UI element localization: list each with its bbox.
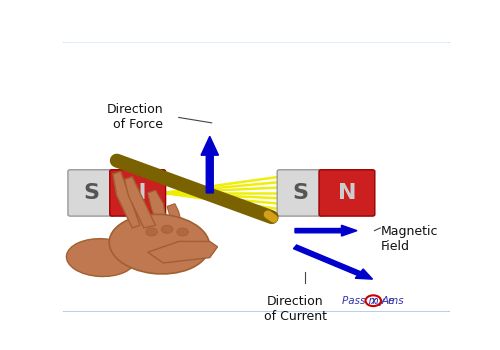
FancyArrow shape — [295, 225, 357, 236]
Text: Direction
of Current: Direction of Current — [264, 295, 326, 323]
Text: Ams: Ams — [382, 296, 404, 306]
Polygon shape — [167, 204, 182, 231]
Text: Pass my e: Pass my e — [342, 296, 394, 306]
Ellipse shape — [109, 214, 210, 274]
Polygon shape — [148, 190, 167, 228]
FancyArrow shape — [294, 245, 372, 279]
Text: S: S — [83, 183, 99, 203]
Text: S: S — [292, 183, 308, 203]
Polygon shape — [124, 177, 156, 228]
Polygon shape — [148, 241, 218, 263]
FancyArrow shape — [201, 136, 218, 193]
Ellipse shape — [66, 239, 136, 276]
FancyBboxPatch shape — [319, 170, 375, 216]
Text: Direction
of Force: Direction of Force — [106, 104, 163, 132]
Text: N: N — [128, 183, 147, 203]
Circle shape — [162, 225, 173, 233]
FancyBboxPatch shape — [68, 170, 114, 216]
Polygon shape — [113, 172, 140, 228]
Text: Magnetic
Field: Magnetic Field — [380, 225, 438, 253]
FancyBboxPatch shape — [110, 170, 166, 216]
Text: N: N — [338, 183, 356, 203]
Circle shape — [177, 228, 188, 236]
FancyBboxPatch shape — [277, 170, 324, 216]
FancyBboxPatch shape — [60, 41, 452, 313]
Circle shape — [146, 228, 158, 236]
Text: x: x — [370, 296, 376, 306]
